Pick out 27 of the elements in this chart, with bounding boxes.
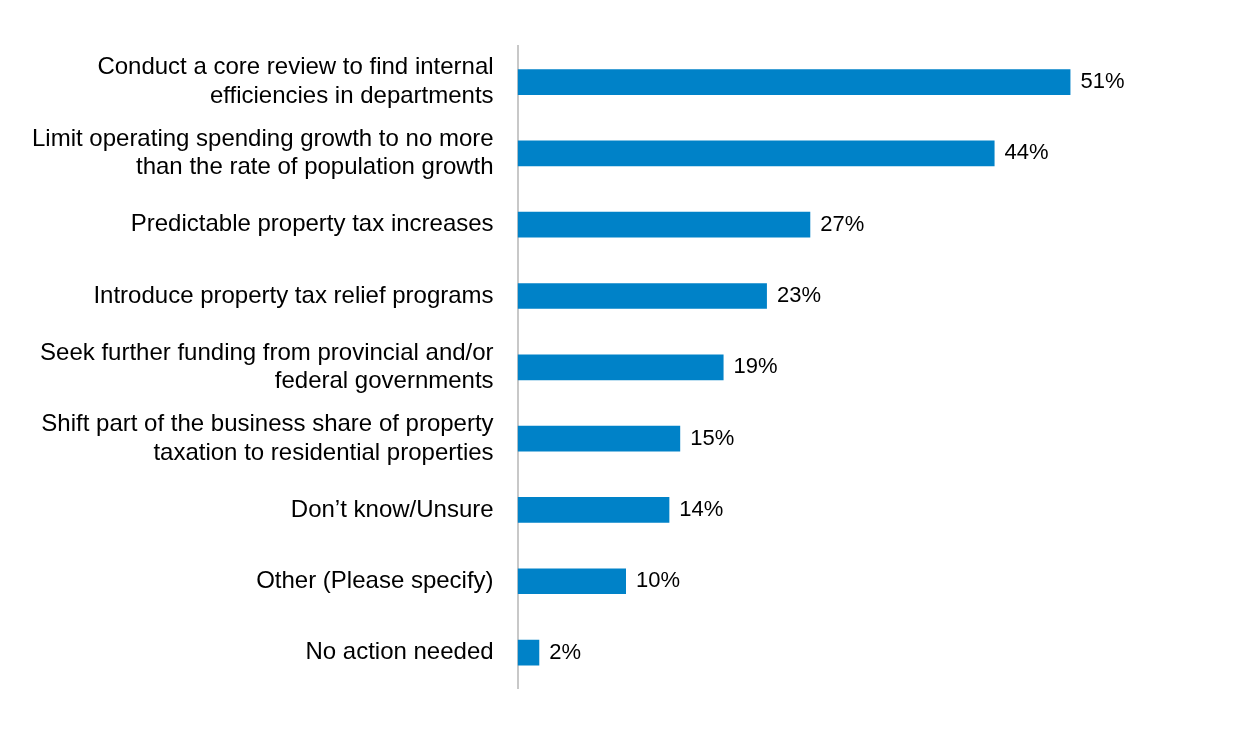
y-tick-label: Shift part of the business share of property taxation to residential properties	[41, 408, 494, 465]
y-tick-label: Don’t know/Unsure	[290, 494, 494, 522]
data-label: 19%	[733, 353, 778, 379]
bar	[517, 497, 670, 523]
y-tick-label: Introduce property tax relief programs	[93, 280, 494, 308]
y-tick-label: Seek further funding from provincial and/or federal governments	[40, 337, 494, 394]
bar	[517, 639, 540, 666]
y-tick-label: Limit operating spending growth to no more than the rate of population growth	[31, 123, 494, 180]
y-tick-label: No action needed	[305, 637, 494, 665]
y-tick-label: Predictable property tax increases	[130, 209, 494, 237]
bar	[517, 211, 811, 238]
bar	[517, 283, 767, 309]
y-tick-label: Conduct a core review to find internal efficiencies in departments	[97, 52, 494, 109]
data-label: 15%	[690, 424, 735, 450]
data-label: 10%	[636, 567, 681, 593]
data-label: 2%	[549, 638, 582, 664]
bar	[517, 568, 626, 595]
bar	[517, 69, 1071, 95]
data-label: 51%	[1080, 68, 1125, 94]
y-tick-label: Other (Please specify)	[256, 565, 494, 593]
data-label: 44%	[1004, 139, 1049, 165]
bar	[517, 354, 724, 381]
data-label: 14%	[679, 495, 724, 521]
bar	[517, 140, 995, 167]
data-label: 27%	[820, 210, 865, 236]
data-label: 23%	[776, 282, 821, 308]
bar	[517, 425, 681, 452]
